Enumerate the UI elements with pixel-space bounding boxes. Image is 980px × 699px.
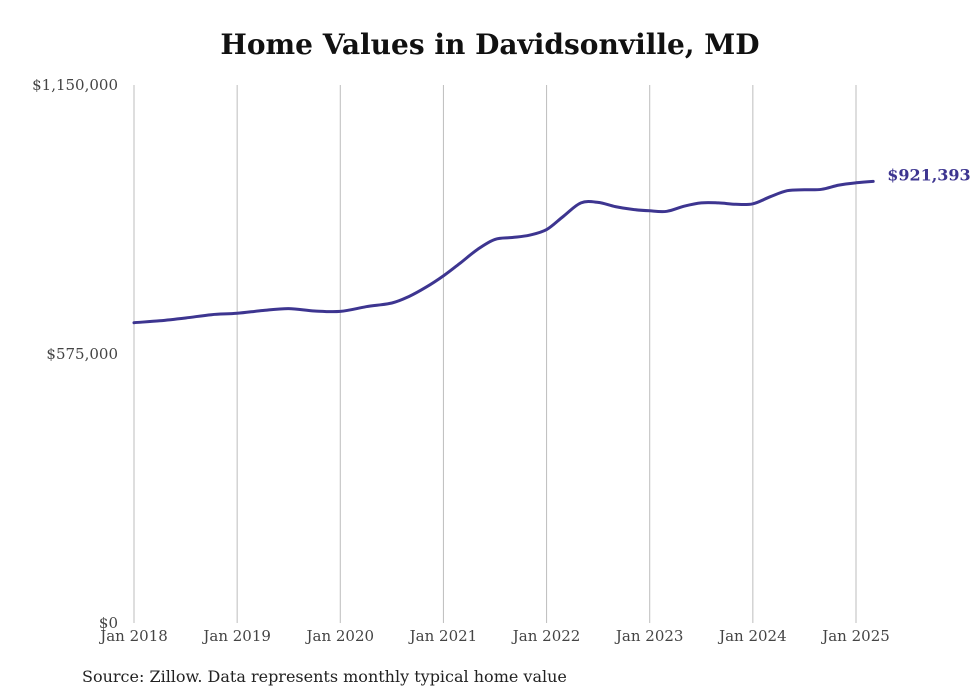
x-tick-label: Jan 2023: [614, 627, 684, 645]
y-tick-label: $0: [99, 614, 118, 632]
x-tick-label: Jan 2018: [98, 627, 168, 645]
gridlines: [133, 85, 857, 623]
x-tick-label: Jan 2021: [408, 627, 478, 645]
series-layer: [132, 179, 875, 325]
series-line: [132, 179, 875, 325]
end-label-layer: $921,393: [887, 165, 971, 184]
x-tick-label: Jan 2024: [717, 627, 787, 645]
chart-title: Home Values in Davidsonville, MD: [220, 28, 760, 61]
y-tick-label: $575,000: [46, 345, 118, 363]
x-tick-label: Jan 2022: [511, 627, 581, 645]
y-axis-tick-labels: $0 $575,000 $1,150,000: [32, 76, 118, 632]
end-value-label: $921,393: [887, 165, 971, 184]
y-tick-label: $1,150,000: [32, 76, 118, 94]
x-axis-tick-labels: Jan 2018 Jan 2019 Jan 2020 Jan 2021 Jan 2022…: [98, 627, 890, 645]
x-tick-label: Jan 2019: [201, 627, 271, 645]
x-tick-label: Jan 2025: [820, 627, 890, 645]
source-note: Source: Zillow. Data represents monthly …: [82, 667, 567, 686]
x-tick-label: Jan 2020: [305, 627, 375, 645]
